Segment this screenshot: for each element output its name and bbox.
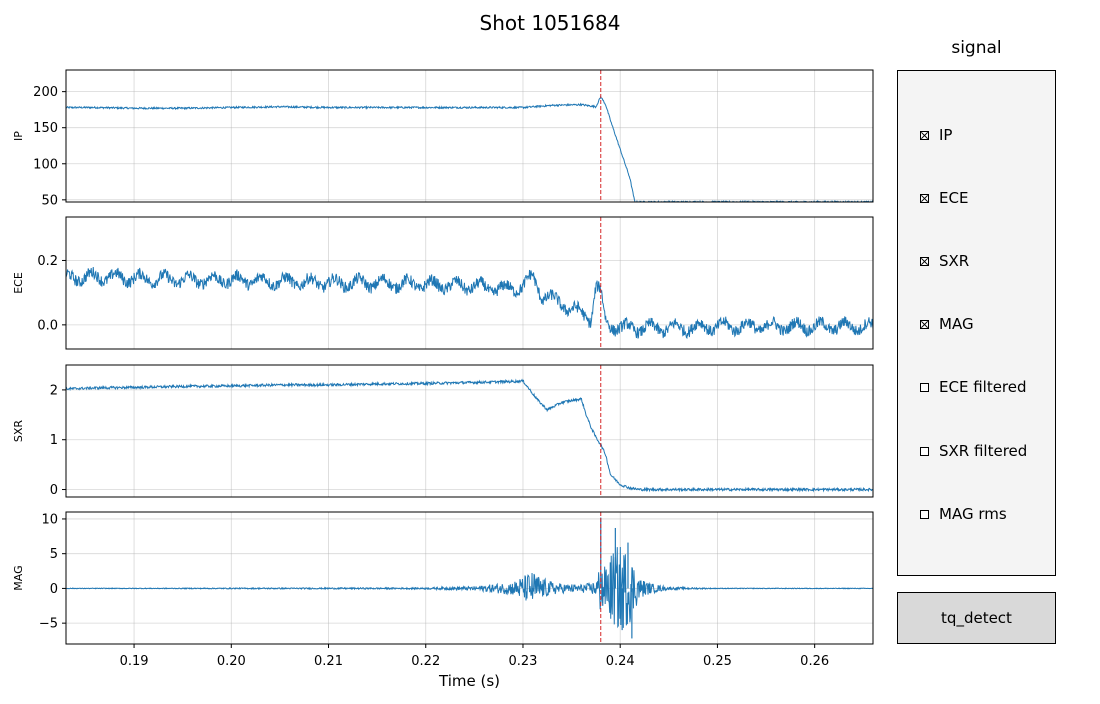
x-tick-label: 0.19 [120, 654, 149, 669]
checkbox-label: MAG [939, 315, 974, 333]
checkbox-label: SXR filtered [939, 442, 1028, 460]
x-tick-label: 0.25 [703, 654, 732, 669]
y-tick-label: 0.2 [37, 254, 58, 269]
checkbox-checked-icon[interactable] [920, 130, 929, 140]
y-tick-label: 150 [33, 121, 58, 136]
checkbox-ip[interactable]: IP [920, 126, 952, 144]
checkbox-unchecked-icon[interactable] [920, 509, 929, 519]
axes-frame [65, 511, 874, 645]
y-tick-label: 0 [50, 483, 58, 498]
x-tick-label: 0.24 [606, 654, 635, 669]
figure-title: Shot 1051684 [480, 11, 621, 35]
y-axis-label: IP [12, 131, 25, 141]
x-tick-label: 0.21 [314, 654, 343, 669]
checkbox-label: ECE filtered [939, 378, 1027, 396]
y-tick-label: 2 [50, 383, 58, 398]
checkbox-label: MAG rms [939, 505, 1007, 523]
axes-frame [65, 69, 874, 203]
x-tick-label: 0.22 [411, 654, 440, 669]
plot-area: Shot 105168450100150200IP0.00.2ECE012SXR… [12, 11, 874, 690]
signal-panel-title: signal [951, 38, 1002, 58]
y-tick-label: −5 [39, 617, 58, 632]
checkbox-unchecked-icon[interactable] [920, 446, 929, 456]
series-line-mag [66, 547, 873, 629]
checkbox-checked-icon[interactable] [920, 319, 929, 329]
subplot-ece: 0.0 0.2 ECE [12, 216, 874, 350]
checkbox-label: ECE [939, 189, 969, 207]
checkbox-unchecked-icon[interactable] [920, 382, 929, 392]
y-axis-label: SXR [12, 420, 25, 443]
checkbox-checked-icon[interactable] [920, 256, 929, 266]
checkbox-checked-icon[interactable] [920, 193, 929, 203]
y-tick-label: 50 [41, 193, 58, 208]
checkbox-sxr[interactable]: SXR [920, 252, 969, 270]
axes-frame [65, 364, 874, 498]
figure: Shot 1051684 50 100 150 200 IP 0.0 0.2 ECE 0 1 2 SXR… [12, 11, 874, 690]
y-tick-label: 5 [50, 547, 58, 562]
series-line-ece [66, 267, 873, 340]
signal-checkbox-panel: IP ECE SXR MAG ECE filtered SXR filtered MAG r… [897, 70, 1056, 576]
y-tick-label: 100 [33, 157, 58, 172]
subplot-sxr: 0 1 2 SXR [12, 364, 874, 498]
tq-detect-button[interactable]: tq_detect [897, 592, 1056, 644]
y-tick-label: 1 [50, 433, 58, 448]
series-line-sxr [66, 378, 873, 493]
subplot-ip: 50 100 150 200 IP [12, 69, 874, 208]
checkbox-label: IP [939, 126, 953, 144]
checkbox-ece[interactable]: ECE [920, 189, 968, 207]
y-tick-label: 0 [50, 582, 58, 597]
series-line-ip [66, 95, 873, 202]
y-axis-label: ECE [12, 272, 25, 294]
checkbox-mag-rms[interactable]: MAG rms [920, 505, 1007, 523]
y-tick-label: 200 [33, 85, 58, 100]
axes-frame [65, 216, 874, 350]
x-tick-label: 0.20 [217, 654, 246, 669]
x-axis-label: Time (s) [438, 672, 500, 690]
y-tick-label: 0.0 [37, 318, 58, 333]
y-tick-label: 10 [41, 512, 58, 527]
checkbox-ece-filtered[interactable]: ECE filtered [920, 378, 1027, 396]
checkbox-sxr-filtered[interactable]: SXR filtered [920, 442, 1027, 460]
y-axis-label: MAG [12, 565, 25, 590]
subplot-mag: −5 0 5 10 MAG 0.19 0.20 0.21 0.22 0.23 0.24 0.25 0.2… [12, 511, 874, 690]
checkbox-label: SXR [939, 252, 970, 270]
x-tick-label: 0.26 [800, 654, 829, 669]
x-tick-label: 0.23 [508, 654, 537, 669]
checkbox-mag[interactable]: MAG [920, 315, 974, 333]
tq-detect-label: tq_detect [941, 609, 1012, 627]
